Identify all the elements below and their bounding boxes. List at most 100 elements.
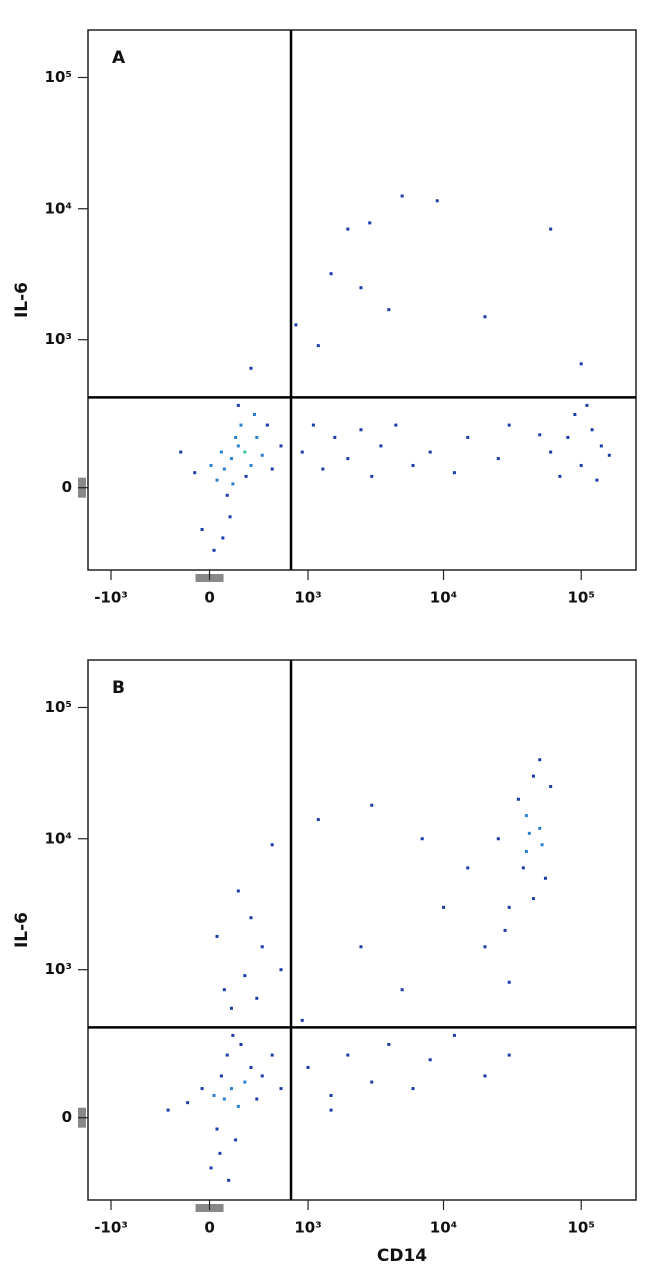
event-point [212, 548, 216, 552]
event-point [219, 450, 223, 454]
event-point [255, 1097, 259, 1101]
event-point [234, 435, 238, 439]
event-point [253, 413, 257, 417]
event-point [316, 344, 320, 348]
event-point [590, 428, 594, 432]
event-point [321, 467, 325, 471]
event-point [346, 227, 350, 231]
event-point [200, 527, 204, 531]
event-point [549, 785, 553, 789]
event-point [531, 897, 535, 901]
event-point [166, 1108, 170, 1112]
event-point [218, 1151, 222, 1155]
event-point [333, 435, 337, 439]
event-point [370, 1080, 374, 1084]
event-point [566, 435, 570, 439]
y-tick-label: 10⁴ [45, 199, 72, 217]
x-tick-label: 10⁴ [430, 589, 457, 607]
event-point [452, 1033, 456, 1037]
event-point [236, 1104, 240, 1108]
event-point [538, 433, 542, 437]
event-point [270, 843, 274, 847]
x-tick-label: 10⁵ [567, 589, 594, 607]
event-point [219, 1074, 223, 1078]
event-point [531, 774, 535, 778]
event-point [379, 444, 383, 448]
event-point [249, 463, 253, 467]
event-point [270, 467, 274, 471]
y-tick-label: 10³ [45, 330, 72, 348]
event-point [179, 450, 183, 454]
event-point [411, 1087, 415, 1091]
event-point [228, 515, 232, 519]
event-point [239, 423, 243, 427]
event-point [521, 866, 525, 870]
event-point [270, 1053, 274, 1057]
event-point [265, 423, 269, 427]
event-point [466, 435, 470, 439]
event-point [359, 945, 363, 949]
event-point [496, 457, 500, 461]
plot-frame [87, 659, 637, 1201]
event-point [215, 1127, 219, 1131]
event-point [215, 934, 219, 938]
event-point [236, 889, 240, 893]
x-tick-label: -10³ [94, 589, 128, 607]
event-point [400, 988, 404, 992]
event-point [573, 413, 577, 417]
event-point [524, 814, 528, 818]
panel-label: A [112, 48, 126, 68]
event-point [279, 444, 283, 448]
y-tick-label: 10⁵ [45, 698, 72, 716]
event-point [329, 1108, 333, 1112]
event-point [234, 1138, 238, 1142]
event-point [300, 1018, 304, 1022]
x-tick-label: 10³ [294, 1219, 321, 1237]
event-point [370, 474, 374, 478]
event-point [524, 849, 528, 853]
event-point [236, 444, 240, 448]
event-point [483, 945, 487, 949]
event-point [221, 536, 225, 540]
x-tick-label: 10⁵ [567, 1219, 594, 1237]
event-point [279, 968, 283, 972]
event-point [435, 199, 439, 203]
y-tick-label: 0 [62, 478, 72, 496]
event-point [507, 905, 511, 909]
event-point [222, 1097, 226, 1101]
plot-frame [87, 29, 637, 571]
event-point [483, 1074, 487, 1078]
event-point [538, 826, 542, 830]
y-tick-label: 0 [62, 1108, 72, 1126]
event-point [442, 905, 446, 909]
event-point [231, 482, 235, 486]
event-point [428, 1058, 432, 1062]
event-point [243, 450, 247, 454]
event-point [193, 471, 197, 475]
panel-label: B [112, 678, 125, 698]
event-point [346, 1053, 350, 1057]
x-tick-label: 0 [204, 589, 214, 607]
event-point [368, 221, 372, 225]
event-point [227, 1178, 231, 1182]
y-axis-label: IL-6 [12, 282, 32, 318]
event-point [239, 1043, 243, 1047]
event-point [579, 463, 583, 467]
event-point [428, 450, 432, 454]
x-tick-label: 10⁴ [430, 1219, 457, 1237]
event-point [543, 876, 547, 880]
x-tick-label: 10³ [294, 589, 321, 607]
event-point [311, 423, 315, 427]
event-point [585, 403, 589, 407]
y-axis-label: IL-6 [12, 912, 32, 948]
event-point [249, 366, 253, 370]
event-point [249, 1065, 253, 1069]
event-point [329, 1093, 333, 1097]
event-point [260, 945, 264, 949]
event-point [359, 428, 363, 432]
y-tick-label: 10³ [45, 960, 72, 978]
y-tick-label: 10⁵ [45, 68, 72, 86]
event-point [540, 843, 544, 847]
event-point [549, 227, 553, 231]
y-tick-label: 10⁴ [45, 829, 72, 847]
